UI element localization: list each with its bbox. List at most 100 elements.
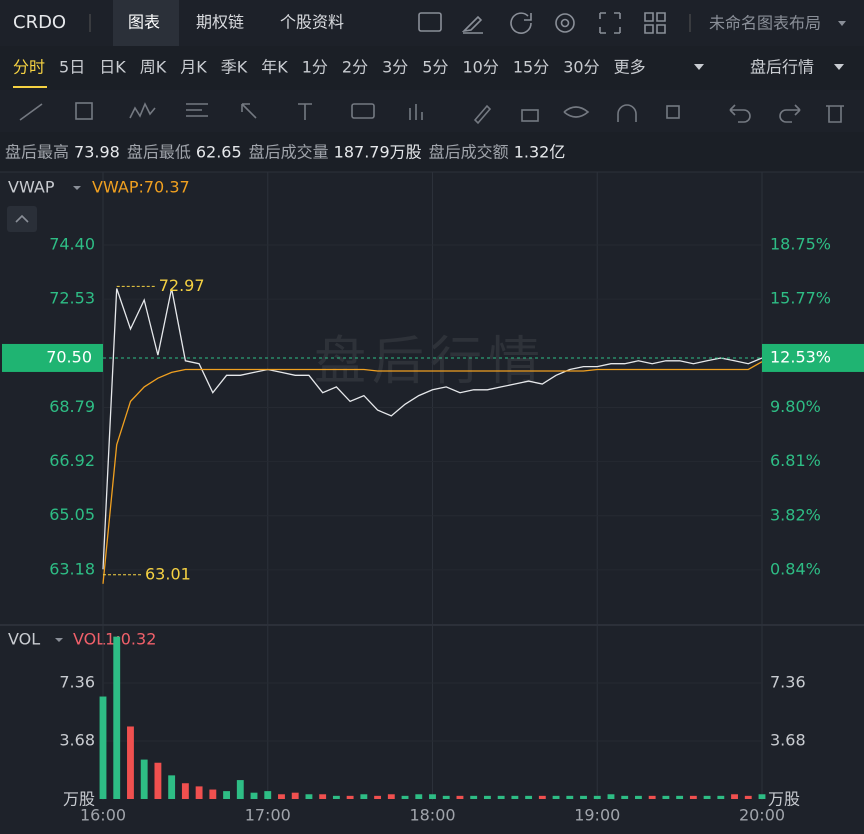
tool-label[interactable] [351, 103, 375, 119]
collapse-icon [15, 214, 29, 223]
tab[interactable]: 期权链 [196, 13, 244, 32]
drawing-toolbar [0, 90, 864, 132]
stat-label: 盘后最高 [5, 143, 69, 162]
icon-fullscreen[interactable] [599, 12, 621, 34]
period[interactable]: 15分 [513, 58, 549, 77]
volume-bar [470, 795, 478, 799]
volume-bar [456, 795, 464, 799]
series-line [102, 361, 763, 584]
watermark: 盘后行情 [314, 332, 546, 392]
volume-bar [209, 789, 217, 799]
tool-measure[interactable] [409, 104, 423, 120]
volume-bar [731, 794, 738, 799]
volume-bar [442, 795, 450, 799]
indicator-name[interactable]: VOL [8, 630, 40, 649]
session-selector[interactable]: 盘后行情 [750, 58, 814, 77]
tool-lock[interactable] [521, 109, 539, 122]
x-tick-label: 17:00 [245, 806, 291, 825]
period[interactable]: 2分 [342, 58, 368, 77]
volume-bar [607, 794, 615, 799]
x-tick-label: 16:00 [80, 806, 126, 825]
y-tick-label-right: 7.36 [770, 672, 806, 691]
period[interactable]: 5分 [422, 58, 448, 77]
stat-label: 盘后成交额 [429, 143, 509, 162]
period[interactable]: 季K [221, 58, 248, 77]
icon-settings[interactable] [555, 13, 575, 33]
volume-bar [401, 795, 409, 799]
stat-value: 1.32亿 [514, 143, 566, 162]
icon-refresh[interactable] [510, 12, 532, 34]
volume-bar [319, 794, 327, 799]
y-tick-label: 63.18 [49, 559, 95, 578]
period[interactable]: 日K [99, 58, 126, 77]
volume-bar [621, 795, 629, 799]
dropdown-arrow [838, 21, 846, 26]
period[interactable]: 分时 [13, 58, 45, 77]
tool-brush[interactable] [473, 104, 492, 125]
dropdown-arrow [73, 186, 81, 190]
tool-group[interactable] [666, 105, 680, 119]
indicator-name[interactable]: VWAP [8, 178, 55, 197]
y-tick-label: 74.40 [49, 235, 95, 254]
dropdown-arrow [834, 64, 844, 70]
icon-layout[interactable] [644, 12, 666, 34]
y2-tick-label: 0.84% [770, 559, 821, 578]
tab[interactable]: 个股资料 [280, 13, 344, 32]
y-tick-label: 66.92 [49, 451, 95, 470]
volume-bar [278, 794, 285, 799]
period[interactable]: 年K [261, 58, 288, 77]
volume-bar [676, 795, 684, 799]
period[interactable]: 5日 [59, 58, 85, 77]
y-tick-label: 65.05 [49, 505, 95, 524]
volume-bar [538, 795, 546, 799]
y-tick-label: 72.53 [49, 289, 95, 308]
volume-bar [99, 696, 107, 799]
tool-delete[interactable] [826, 105, 844, 123]
icon-indicator[interactable] [418, 12, 442, 32]
icon-draw[interactable] [461, 15, 483, 34]
tool-line[interactable] [19, 103, 43, 121]
last-change-label: 12.53% [770, 347, 831, 366]
y-tick-label: 7.36 [59, 672, 95, 691]
tool-magnet[interactable] [617, 104, 637, 122]
symbol[interactable]: CRDO [13, 12, 66, 33]
tool-rect[interactable] [75, 102, 93, 120]
tool-eye[interactable] [563, 106, 590, 118]
period[interactable]: 周K [140, 58, 167, 77]
last-price-badge [2, 343, 103, 372]
period[interactable]: 1分 [302, 58, 328, 77]
volume-bar [717, 795, 725, 799]
period[interactable]: 更多 [614, 58, 646, 77]
period[interactable]: 月K [180, 58, 207, 77]
dropdown-arrow [55, 638, 63, 642]
tool-pattern[interactable] [129, 102, 156, 119]
collapse-button[interactable] [7, 206, 37, 232]
period[interactable]: 3分 [382, 58, 408, 77]
tool-arrow[interactable] [241, 103, 257, 119]
tool-text[interactable] [298, 103, 312, 120]
volume-bar [360, 794, 368, 799]
volume-bar [703, 795, 711, 799]
volume-bar [113, 636, 121, 799]
y2-tick-label: 15.77% [770, 289, 831, 308]
stat-label: 盘后最低 [127, 143, 191, 162]
volume-bar [236, 780, 244, 799]
volume-bar [264, 791, 272, 799]
tool-undo[interactable] [729, 104, 751, 123]
tab[interactable]: 图表 [128, 13, 160, 32]
volume-bar [346, 795, 354, 799]
tool-redo[interactable] [779, 104, 801, 123]
period[interactable]: 10分 [462, 58, 498, 77]
volume-bar [566, 795, 574, 799]
layout-name[interactable]: 未命名图表布局 [709, 14, 821, 33]
period[interactable]: 30分 [563, 58, 599, 77]
volume-bar [511, 795, 519, 799]
y2-tick-label: 9.80% [770, 397, 821, 416]
volume-bar [154, 762, 162, 799]
tool-fib[interactable] [186, 103, 208, 117]
y2-tick-label: 6.81% [770, 451, 821, 470]
x-tick-label: 18:00 [409, 806, 455, 825]
y2-tick-label: 18.75% [770, 235, 831, 254]
